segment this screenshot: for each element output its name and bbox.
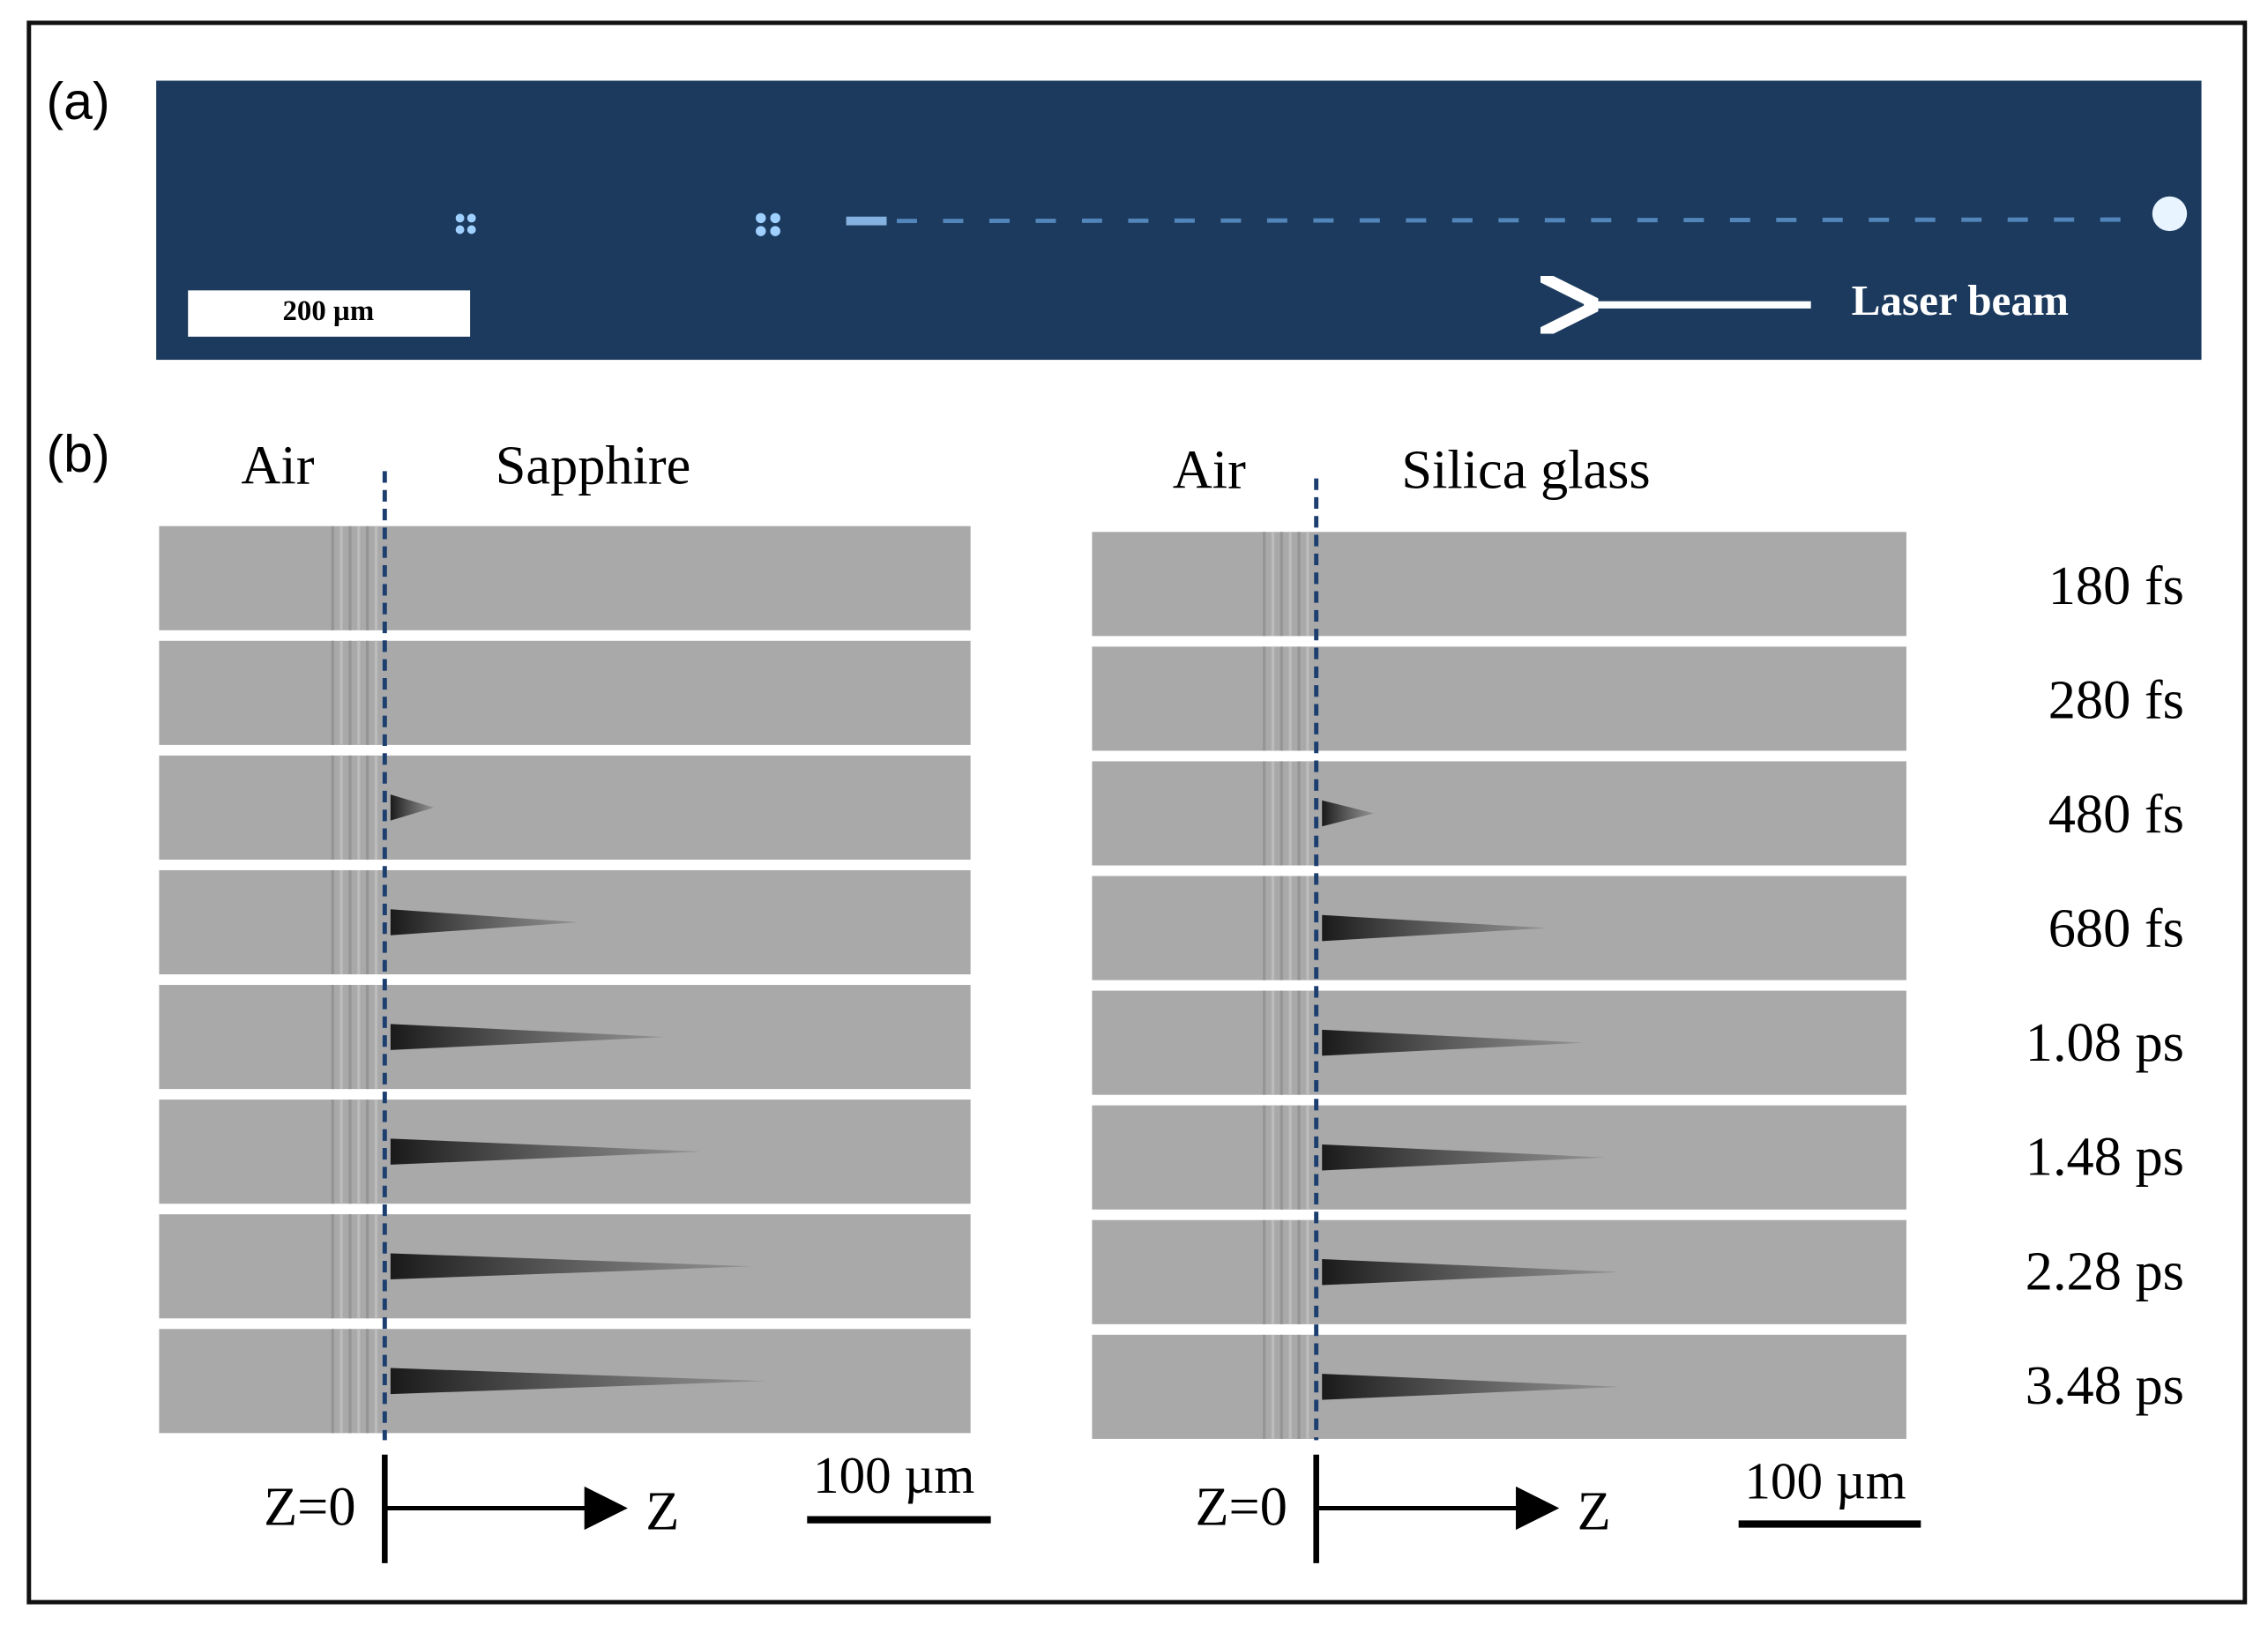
strip [1092, 646, 1906, 751]
damage-spots [455, 196, 2188, 236]
medium-label: Air [1173, 440, 1246, 501]
plasma-cone [390, 1253, 752, 1279]
medium-label: Silica glass [1401, 440, 1650, 501]
scale-bar-label: 200 µm [283, 295, 375, 327]
plasma-cone [1322, 1374, 1621, 1400]
plasma-cone [390, 1024, 666, 1050]
plasma-cone [1322, 1259, 1621, 1286]
annotation: Laser beam [1852, 276, 2069, 324]
plasma-cone [390, 909, 579, 935]
scale-bar [188, 290, 471, 337]
panel-label: (a) [46, 72, 109, 130]
delay-label: 1.08 ps [2026, 1012, 2184, 1073]
axis-label: Z [645, 1481, 679, 1542]
strip [159, 526, 971, 630]
delay-label: 1.48 ps [2026, 1127, 2184, 1188]
delay-label: 480 fs [2048, 784, 2184, 845]
scale-bar-label: 100 µm [1744, 1451, 1906, 1509]
plasma-cone [1322, 1144, 1606, 1171]
origin-label: Z=0 [264, 1477, 355, 1538]
plasma-cone [1322, 800, 1375, 827]
strip [159, 640, 971, 745]
medium-label: Sapphire [496, 436, 691, 496]
axis-label: Z [1578, 1481, 1611, 1542]
plasma-cone [390, 1368, 767, 1395]
scale-bar-label: 100 µm [813, 1446, 974, 1504]
plasma-cone [390, 794, 435, 821]
medium-label: Air [241, 436, 314, 496]
delay-label: 680 fs [2048, 898, 2184, 959]
axis-right [1313, 1454, 1921, 1563]
strip [159, 755, 971, 860]
plasma-cone [1322, 914, 1548, 942]
delay-label: 3.48 ps [2026, 1355, 2184, 1416]
plasma-cone [1322, 1029, 1585, 1056]
image-strips [159, 526, 1906, 1439]
axis-left [382, 1454, 991, 1563]
origin-label: Z=0 [1195, 1477, 1287, 1538]
panel-label: (b) [46, 425, 109, 483]
delay-label: 180 fs [2048, 555, 2184, 616]
strip [1092, 532, 1906, 637]
strip [1092, 761, 1906, 866]
plasma-cone [390, 1138, 702, 1165]
delay-label: 2.28 ps [2026, 1241, 2184, 1301]
delay-label: 280 fs [2048, 669, 2184, 730]
